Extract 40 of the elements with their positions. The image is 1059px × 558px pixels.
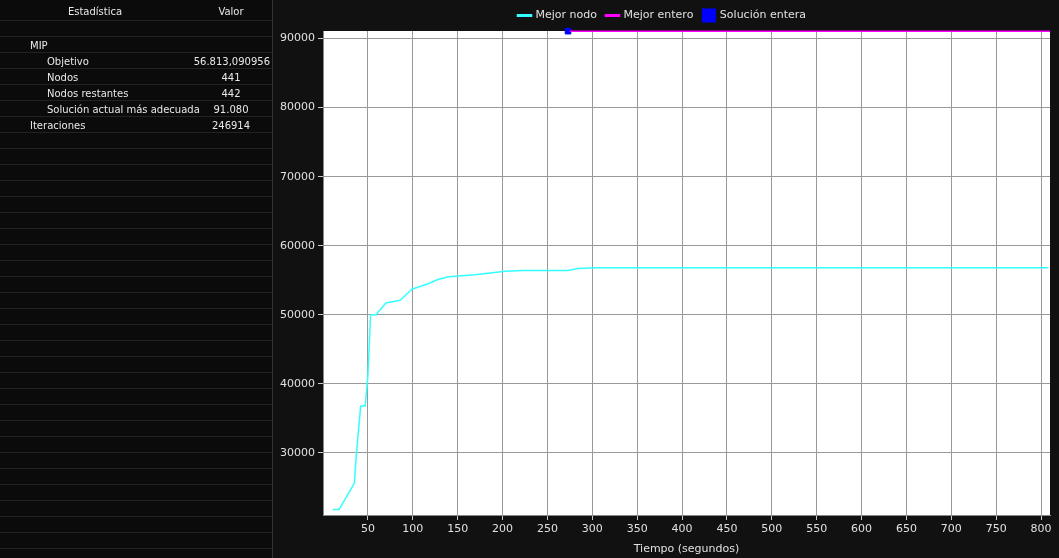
text: Objetivo (47, 56, 89, 67)
text: 91.080 (213, 104, 249, 115)
legend-label: Mejor nodo (535, 8, 598, 22)
y-tick-label: 70000 (280, 169, 315, 183)
x-tick-label: 650 (895, 522, 917, 536)
x-tick-label: 100 (402, 522, 424, 536)
x-tick-label: 800 (1030, 522, 1052, 536)
x-tick-label: 250 (536, 522, 558, 536)
x-tick-label: 350 (626, 522, 648, 536)
text: MIP (30, 39, 49, 53)
x-tick-label: 200 (492, 522, 514, 536)
text: 56.813,090956 (192, 55, 270, 69)
y-tick-label: 50000 (280, 307, 315, 321)
text: Solución actual más adecuada (47, 103, 200, 117)
y-tick-label: 80000 (280, 100, 315, 114)
text: 442 (220, 87, 242, 101)
x-axis-title: Tiempo (segundos) (632, 542, 740, 556)
text: Nodos restantes (47, 87, 130, 101)
y-tick-label: 60000 (280, 238, 315, 252)
text: 246914 (210, 119, 252, 133)
x-tick-label: 550 (806, 522, 828, 536)
x-tick-label: 150 (447, 522, 469, 536)
text: 441 (220, 71, 242, 85)
legend-label: Mejor entero (623, 8, 694, 22)
y-tick-label: 40000 (280, 376, 315, 390)
x-tick-label: 400 (671, 522, 693, 536)
x-tick-label: 700 (940, 522, 962, 536)
x-tick-label: 600 (851, 522, 873, 536)
x-tick-label: 300 (581, 522, 603, 536)
x-tick-label: 50 (360, 522, 375, 536)
x-tick-label: 450 (716, 522, 738, 536)
x-tick-label: 750 (985, 522, 1007, 536)
text: Estadística (66, 5, 124, 19)
y-tick-label: 90000 (280, 31, 315, 45)
text: Valor (217, 5, 245, 19)
text: Nodos (47, 71, 80, 85)
x-tick-label: 500 (761, 522, 783, 536)
text: Iteraciones (30, 119, 87, 133)
legend-label: Solución entera (719, 8, 807, 22)
y-tick-label: 30000 (280, 445, 315, 459)
